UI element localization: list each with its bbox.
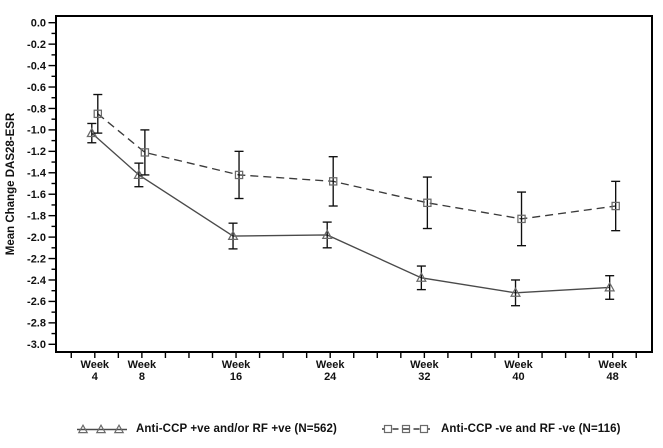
y-tick-label: -2.2 bbox=[27, 253, 46, 265]
square-marker bbox=[517, 214, 526, 224]
square-marker bbox=[93, 109, 103, 119]
dashed-trend-line bbox=[97, 113, 616, 220]
y-tick-label: -3.0 bbox=[27, 339, 46, 351]
x-tick-label-week: Week bbox=[316, 359, 345, 371]
x-tick-label-week: Week bbox=[81, 359, 110, 371]
x-tick-label-number: 16 bbox=[230, 371, 242, 383]
square-marker bbox=[423, 198, 432, 208]
y-tick-label: -1.0 bbox=[27, 125, 46, 137]
x-tick-label-number: 8 bbox=[139, 371, 145, 383]
legend-item-ccp-negative: Anti-CCP -ve and RF -ve (N=116) bbox=[381, 422, 621, 436]
y-axis-ticks: 0.0 -0.2 -0.4 -0.6 -0.8 -1.0 -1.2 -1.4 -1.6 -1.8 -… bbox=[27, 18, 56, 351]
square-marker bbox=[328, 177, 338, 186]
x-tick-label-number: 32 bbox=[418, 371, 430, 383]
legend-label-ccp-negative: Anti-CCP -ve and RF -ve (N=116) bbox=[440, 423, 621, 435]
x-tick-label-number: 4 bbox=[92, 371, 99, 383]
x-tick-label-week: Week bbox=[222, 359, 251, 371]
error-bars bbox=[87, 122, 615, 307]
y-tick-label: -0.8 bbox=[27, 103, 46, 115]
legend: Anti-CCP +ve and/or RF +ve (N=562) Anti-… bbox=[0, 414, 663, 444]
legend-label-ccp-positive: Anti-CCP +ve and/or RF +ve (N=562) bbox=[136, 423, 337, 435]
square-marker bbox=[234, 170, 244, 180]
x-tick-label-week: Week bbox=[128, 359, 157, 371]
triangle-marker bbox=[604, 281, 616, 292]
error-bars bbox=[93, 93, 621, 247]
series-layer bbox=[86, 93, 621, 307]
triangle-marker bbox=[321, 229, 333, 239]
series-triangle bbox=[86, 122, 616, 307]
series-square bbox=[93, 93, 621, 247]
x-tick-label-week: Week bbox=[410, 359, 439, 371]
x-tick-label-week: Week bbox=[598, 359, 627, 371]
solid-trend-line bbox=[91, 132, 610, 294]
y-tick-label: -1.2 bbox=[27, 146, 46, 158]
x-tick-label-number: 48 bbox=[607, 371, 619, 383]
y-axis-title: Mean Change DAS28-ESR bbox=[5, 112, 17, 255]
y-tick-label: -0.6 bbox=[27, 82, 46, 94]
y-tick-label: -0.4 bbox=[27, 60, 47, 72]
y-tick-label: -2.0 bbox=[27, 232, 46, 244]
triangle-marker bbox=[227, 230, 239, 241]
y-tick-label: -2.4 bbox=[27, 275, 47, 287]
x-tick-label-number: 24 bbox=[324, 371, 337, 383]
square-dashed-line-icon bbox=[381, 424, 432, 434]
triangle-marker bbox=[415, 271, 427, 282]
triangle-solid-line-icon bbox=[77, 423, 127, 434]
y-tick-label: -1.4 bbox=[27, 168, 47, 180]
y-tick-label: -2.8 bbox=[27, 318, 46, 330]
square-marker bbox=[611, 201, 620, 211]
y-tick-label: -1.8 bbox=[27, 210, 46, 222]
square-markers bbox=[93, 109, 620, 224]
x-tick-label-week: Week bbox=[504, 359, 533, 371]
plot-border bbox=[55, 15, 653, 353]
y-tick-label: 0.0 bbox=[31, 18, 46, 30]
y-tick-label: -1.6 bbox=[27, 189, 46, 201]
plot-frame bbox=[55, 15, 653, 353]
y-tick-label: -0.2 bbox=[27, 39, 46, 51]
triangle-markers bbox=[86, 127, 616, 297]
square-marker bbox=[140, 148, 150, 157]
triangle-marker bbox=[510, 286, 521, 297]
y-tick-label: -2.6 bbox=[27, 296, 46, 308]
legend-item-ccp-positive: Anti-CCP +ve and/or RF +ve (N=562) bbox=[76, 422, 337, 436]
mean-change-das28-chart: Mean Change DAS28-ESR 0.0 -0.2 -0.4 -0.6 -0.… bbox=[5, 15, 653, 383]
x-tick-label-number: 40 bbox=[512, 371, 524, 383]
